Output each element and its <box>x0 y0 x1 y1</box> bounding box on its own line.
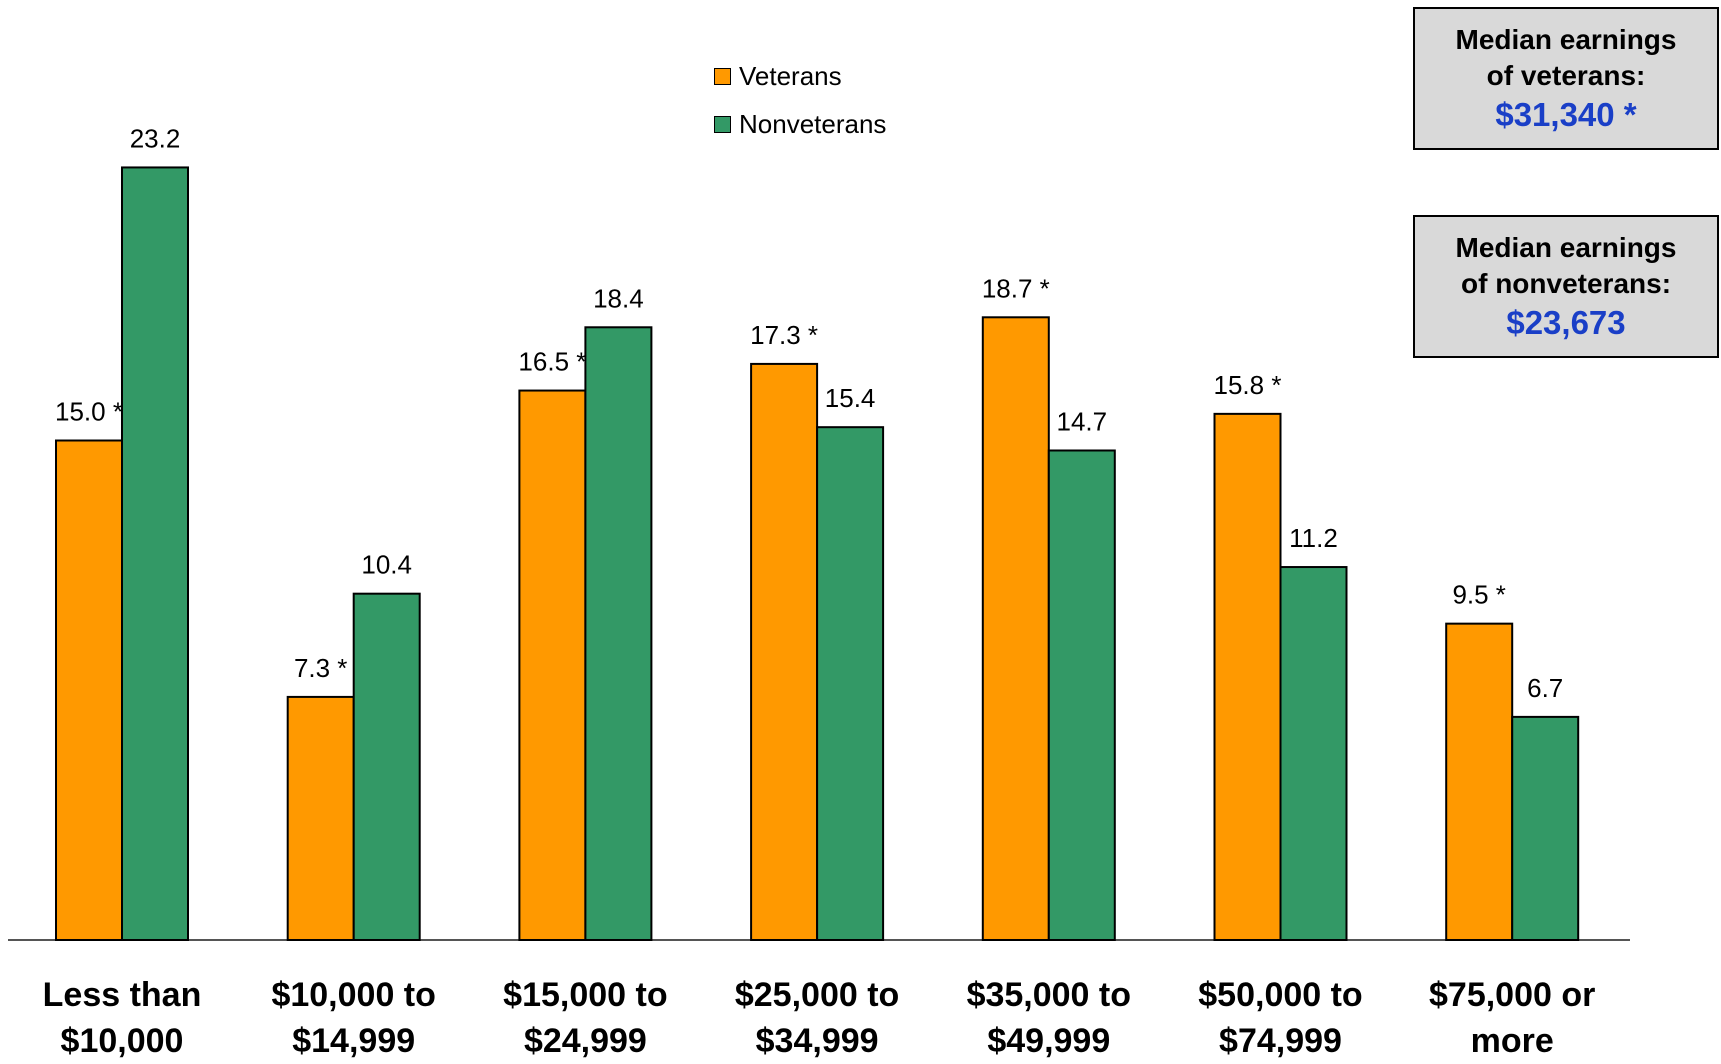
data-label-nonveterans-1: 10.4 <box>361 550 412 580</box>
data-label-veterans-3: 17.3 * <box>750 320 818 350</box>
category-label: $15,000 to $24,999 <box>475 972 695 1064</box>
data-label-nonveterans-4: 14.7 <box>1056 406 1107 436</box>
bar-veterans-0 <box>55 439 123 941</box>
bar-nonveterans-4 <box>1047 449 1116 941</box>
category-label: $75,000 or more <box>1402 972 1622 1064</box>
data-label-nonveterans-0: 23.2 <box>130 123 181 153</box>
category-label: $10,000 to $14,999 <box>244 972 464 1064</box>
median-earnings-nonveterans-box: Median earnings of nonveterans: $23,673 <box>1413 215 1719 358</box>
data-label-nonveterans-5: 11.2 <box>1289 523 1338 553</box>
bar-nonveterans-2 <box>584 326 653 941</box>
legend-swatch-veterans <box>714 67 731 85</box>
data-label-nonveterans-6: 6.7 <box>1527 673 1563 703</box>
bar-veterans-5 <box>1213 412 1282 941</box>
category-label-line: $10,000 to <box>271 976 436 1014</box>
median-earnings-veterans-box: Median earnings of veterans: $31,340 * <box>1413 7 1719 150</box>
bar-veterans-2 <box>518 389 587 941</box>
bar-veterans-4 <box>981 316 1050 942</box>
data-label-veterans-0: 15.0 * <box>55 397 123 427</box>
median-earnings-veterans-value: $31,340 * <box>1495 96 1637 133</box>
data-label-nonveterans-3: 15.4 <box>825 383 876 413</box>
category-label: Less than $10,000 <box>12 972 232 1064</box>
category-label-line: $10,000 <box>60 1022 184 1060</box>
bar-veterans-6 <box>1445 622 1514 942</box>
bar-nonveterans-3 <box>816 426 885 941</box>
legend-label-nonveterans: Nonveterans <box>739 108 887 139</box>
box-line: Median earnings <box>1455 24 1677 55</box>
legend-item-nonveterans: Nonveterans <box>714 100 886 148</box>
bar-nonveterans-0 <box>121 166 189 941</box>
category-label-line: $25,000 to <box>734 976 900 1014</box>
category-label-line: $15,000 to <box>503 976 668 1014</box>
category-label-line: $24,999 <box>523 1022 647 1060</box>
category-label: $35,000 to $49,999 <box>939 972 1159 1064</box>
category-label: $50,000 to $74,999 <box>1171 972 1391 1064</box>
data-label-veterans-2: 16.5 * <box>518 347 586 377</box>
median-earnings-nonveterans-value: $23,673 <box>1506 304 1626 341</box>
category-label: $25,000 to $34,999 <box>707 972 927 1064</box>
bar-nonveterans-6 <box>1511 715 1580 942</box>
box-line: of nonveterans: <box>1460 268 1672 299</box>
category-label-line: $74,999 <box>1219 1022 1342 1060</box>
category-label-line: $34,999 <box>755 1022 879 1060</box>
data-label-nonveterans-2: 18.4 <box>593 283 644 313</box>
data-label-veterans-5: 15.8 * <box>1214 370 1282 400</box>
category-label-line: $14,999 <box>292 1022 416 1060</box>
category-label-line: $75,000 or <box>1429 976 1596 1014</box>
category-label-line: $50,000 to <box>1198 976 1363 1014</box>
bar-veterans-1 <box>286 695 355 941</box>
legend-label-veterans: Veterans <box>739 60 842 91</box>
category-label-line: Less than <box>42 976 202 1014</box>
data-label-veterans-6: 9.5 * <box>1452 580 1506 610</box>
category-label-line: more <box>1470 1022 1554 1060</box>
category-label-line: $35,000 to <box>966 976 1132 1014</box>
data-label-veterans-1: 7.3 * <box>294 653 348 683</box>
bar-veterans-3 <box>750 362 819 942</box>
legend-swatch-nonveterans <box>714 115 731 133</box>
bar-nonveterans-1 <box>352 592 421 941</box>
legend: Veterans Nonveterans <box>714 52 886 148</box>
box-line: of veterans: <box>1486 60 1646 91</box>
category-label-line: $49,999 <box>987 1022 1111 1060</box>
bar-nonveterans-5 <box>1279 566 1348 941</box>
legend-item-veterans: Veterans <box>714 52 886 100</box>
box-line: Median earnings <box>1455 232 1677 263</box>
data-label-veterans-4: 18.7 * <box>982 273 1050 303</box>
